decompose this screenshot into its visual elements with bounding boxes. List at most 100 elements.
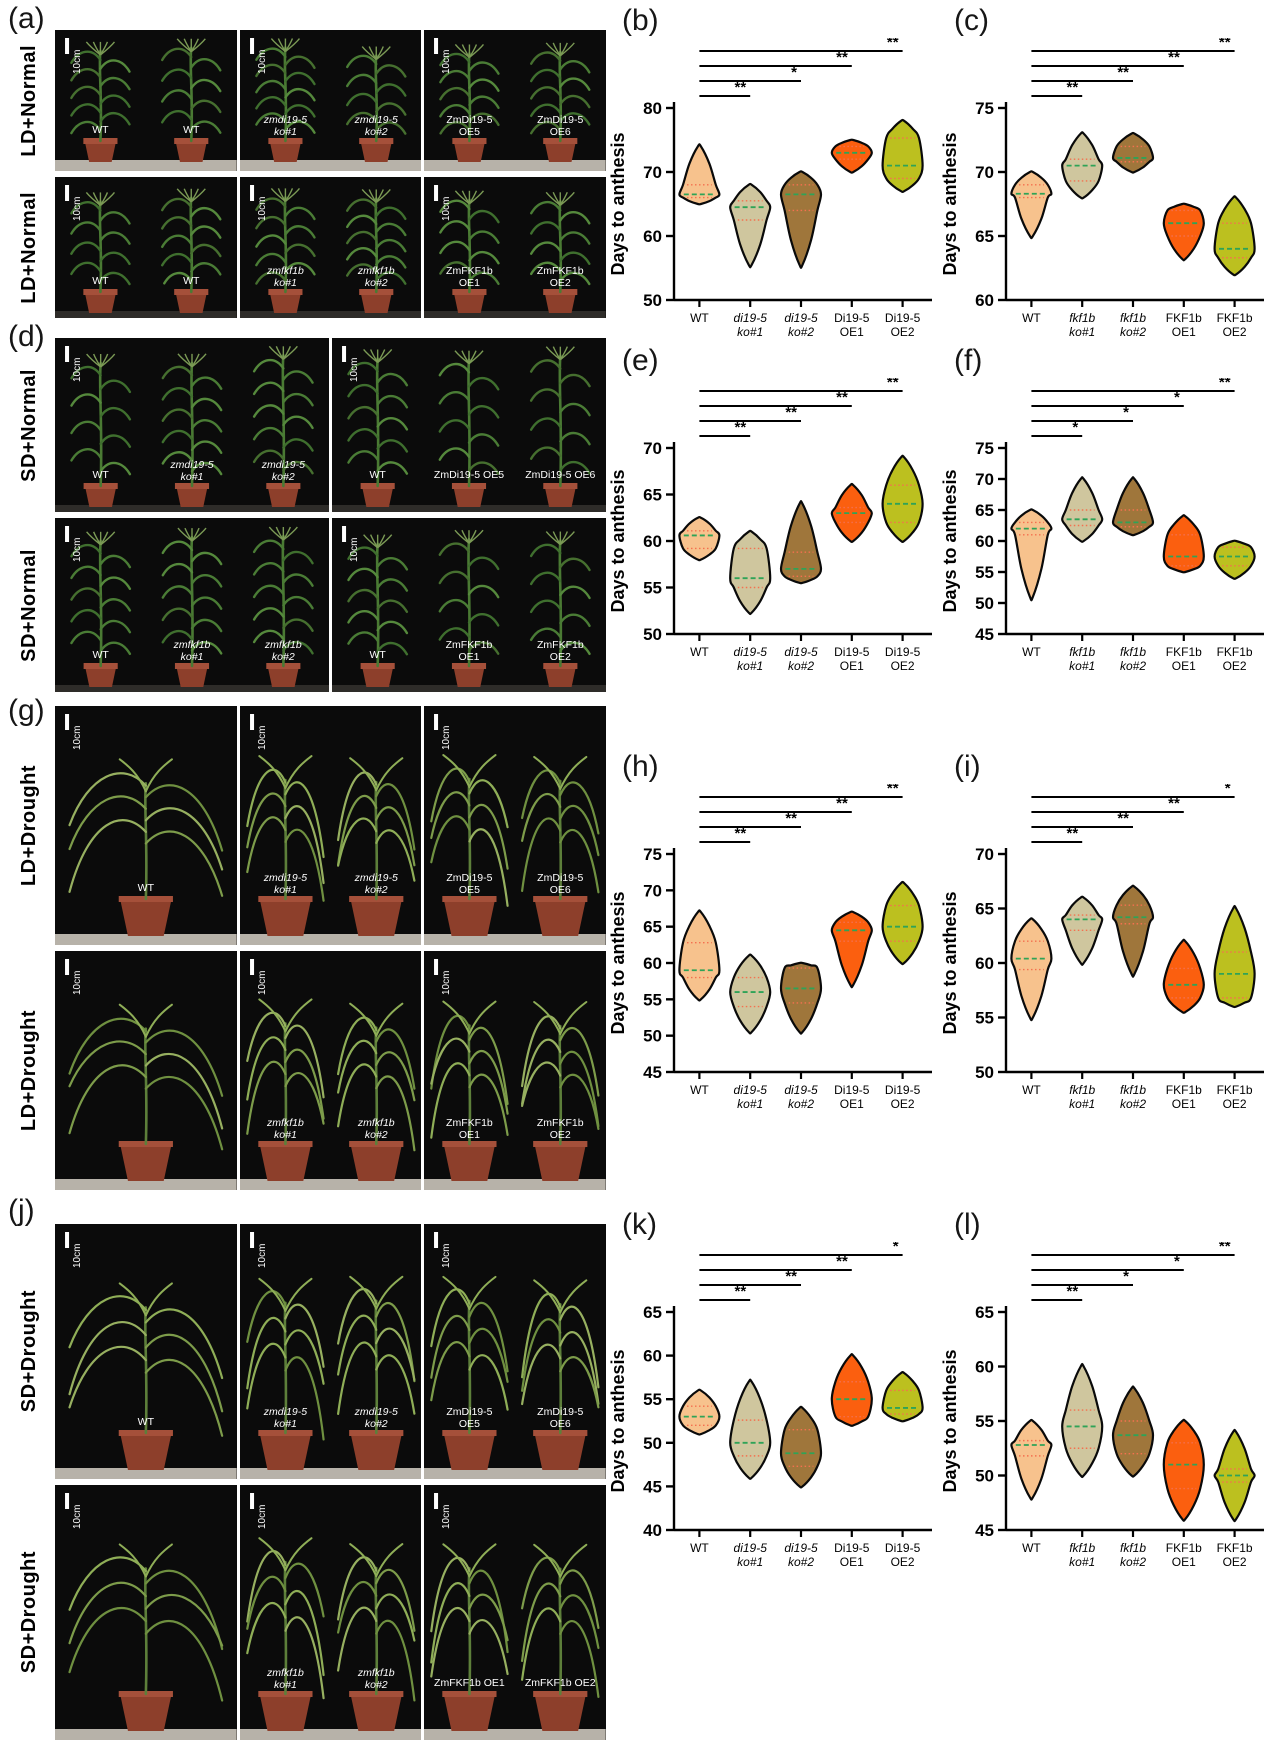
floor <box>424 1179 607 1190</box>
plant <box>70 191 131 294</box>
leaf <box>376 557 409 571</box>
leaf <box>144 1282 173 1317</box>
violin-WT <box>1010 1418 1053 1501</box>
leaf <box>345 214 378 229</box>
leaf <box>374 1568 416 1632</box>
y-tick-label: 55 <box>975 1009 994 1028</box>
y-tick-label: 55 <box>975 563 994 582</box>
leaf <box>118 1543 147 1578</box>
plant-label-line: zmfkf1b <box>173 639 211 651</box>
leaf <box>468 209 501 224</box>
plant-label-line: ko#1 <box>274 126 297 138</box>
leaf <box>559 1331 600 1406</box>
significance-label: ** <box>785 1268 797 1285</box>
condition-label-text: SD+Normal <box>17 368 40 482</box>
tassel <box>375 46 391 61</box>
leaf <box>257 998 287 1033</box>
plant <box>68 1543 224 1702</box>
y-tick-label: 65 <box>975 1303 994 1322</box>
leaf <box>190 574 223 588</box>
y-axis-label: Days to anthesis <box>940 891 960 1034</box>
tassel <box>282 345 298 360</box>
chart-panel-b: (b) 50 60 70 80 Days to anthesis ** * ** ** WT di1… <box>606 0 938 339</box>
scalebar-label: 10cm <box>257 971 268 995</box>
y-axis-label: Days to anthesis <box>940 1349 960 1492</box>
leaf <box>439 220 471 234</box>
leaf <box>190 618 223 633</box>
x-category-label: fkf1b <box>1120 1541 1146 1555</box>
leaf <box>376 439 409 453</box>
plant <box>439 190 501 294</box>
leaf <box>99 407 132 421</box>
plant <box>336 1002 416 1152</box>
x-category-label: WT <box>690 1083 709 1097</box>
condition-label: SD+Normal <box>6 338 52 512</box>
panel-letter-j: (j) <box>8 1194 35 1227</box>
violin-di19-5 ko#1 <box>729 182 772 269</box>
pot <box>259 902 311 936</box>
floor <box>55 160 237 171</box>
significance-label: ** <box>1219 1242 1231 1255</box>
plant-label-line: ZmDi19-5 <box>538 872 584 884</box>
leaf <box>430 791 471 840</box>
pot <box>85 489 116 507</box>
leaf <box>559 1073 600 1130</box>
leaf <box>529 417 562 431</box>
leaf <box>439 121 471 135</box>
plant <box>345 189 407 294</box>
tassel <box>552 531 561 545</box>
leaf <box>521 1015 562 1088</box>
leaf <box>336 771 378 842</box>
scalebar <box>249 1232 254 1248</box>
significance-label: ** <box>887 38 899 51</box>
tassel <box>468 350 484 365</box>
significance-label: ** <box>1067 1283 1079 1300</box>
plant-label-line: zmdi19-5 <box>262 872 306 884</box>
y-tick-label: 50 <box>975 1063 994 1082</box>
scalebar <box>342 346 347 362</box>
plant <box>70 353 132 488</box>
scalebar <box>249 1493 254 1509</box>
pot <box>535 1436 586 1470</box>
tassel <box>100 531 116 546</box>
leaf <box>144 1619 224 1702</box>
pot <box>350 1697 402 1731</box>
tassel <box>468 529 484 544</box>
plant-label-line: zmdi19-5 <box>353 1406 397 1418</box>
significance-bar: ** <box>1031 34 1235 52</box>
plant <box>521 755 600 901</box>
leaf <box>190 262 222 276</box>
significance-label: * <box>1123 1268 1129 1285</box>
leaf <box>347 610 379 624</box>
tassel <box>282 526 298 541</box>
y-tick-label: 40 <box>643 1521 662 1540</box>
tassel <box>183 188 192 203</box>
y-tick-label: 50 <box>643 291 662 310</box>
leaf <box>284 998 313 1033</box>
plant-photo-svg: WT 10cm <box>55 706 237 945</box>
x-category-label: FKF1b <box>1166 311 1202 325</box>
plant-label-line: ZmFKF1b <box>537 1117 584 1129</box>
chart-c: 60 65 70 75 Days to anthesis ** ** ** ** WT fkf1b k… <box>940 34 1269 349</box>
significance-label: ** <box>887 378 899 391</box>
leaf <box>190 551 223 566</box>
leaf <box>99 211 131 225</box>
tassel <box>99 191 116 206</box>
significance-bar: ** <box>1031 795 1184 813</box>
plant-label-line: ko#2 <box>272 471 295 483</box>
leaf <box>254 47 287 61</box>
plant-label: ZmDi19-5 OE6 <box>525 469 595 481</box>
leaf <box>530 103 562 118</box>
y-tick-label: 70 <box>975 470 994 489</box>
plant-label: zmdi19-5 ko#1 <box>262 114 306 138</box>
leaf <box>559 431 591 446</box>
x-category-label: WT <box>1022 311 1041 325</box>
chart-e: 50 55 60 65 70 Days to anthesis ** ** ** ** WT di19… <box>608 374 938 683</box>
pot <box>85 669 116 687</box>
plant-label-line: WT <box>183 275 200 287</box>
